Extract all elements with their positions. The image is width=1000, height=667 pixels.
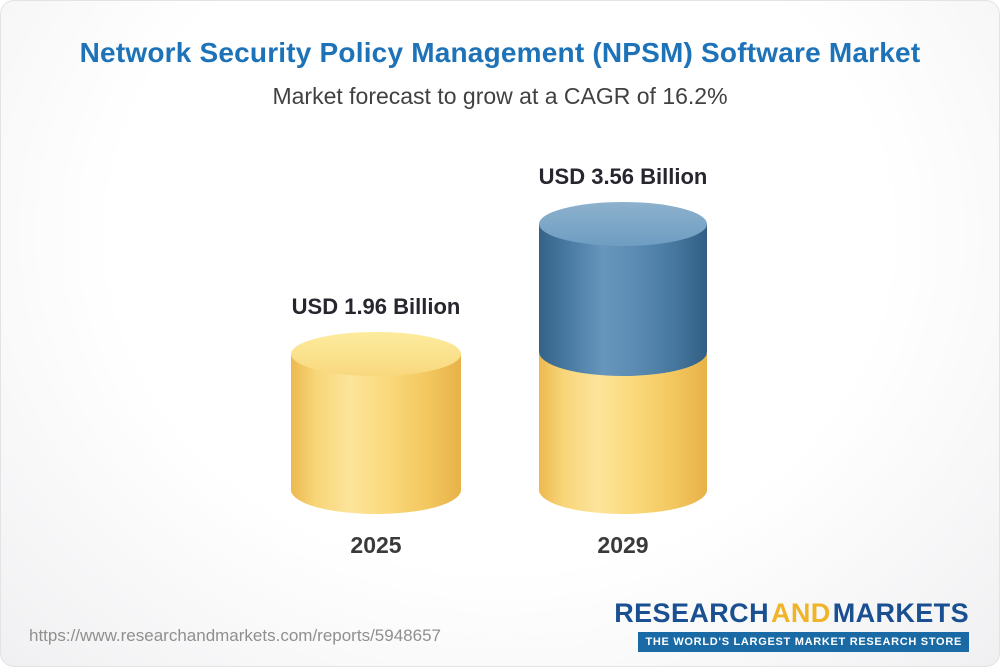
bar-2029-segment-bottom xyxy=(539,354,707,514)
bar-2029 xyxy=(539,202,707,514)
bar-2025-top-face xyxy=(291,332,461,376)
value-label-2025: USD 1.96 Billion xyxy=(291,294,461,319)
research-and-markets-logo: RESEARCHANDMARKETS THE WORLD'S LARGEST M… xyxy=(614,598,969,652)
chart-header: Network Security Policy Management (NPSM… xyxy=(1,1,999,110)
logo-word-and: AND xyxy=(770,598,831,628)
logo-wordmark: RESEARCHANDMARKETS xyxy=(614,598,969,629)
chart-title: Network Security Policy Management (NPSM… xyxy=(79,37,921,68)
axis-label-2029: 2029 xyxy=(597,532,649,558)
bar-2025 xyxy=(291,332,461,514)
logo-tagline: THE WORLD'S LARGEST MARKET RESEARCH STOR… xyxy=(638,632,969,652)
axis-label-2025: 2025 xyxy=(350,532,402,558)
chart-subtitle: Market forecast to grow at a CAGR of 16.… xyxy=(272,83,728,109)
bar-2025-body xyxy=(291,354,461,514)
source-url: https://www.researchandmarkets.com/repor… xyxy=(29,626,441,645)
logo-word-research: RESEARCH xyxy=(614,598,769,628)
bar-2029-segment-top xyxy=(539,224,707,376)
value-label-2029: USD 3.56 Billion xyxy=(538,164,708,189)
bar-2029-top-face xyxy=(539,202,707,246)
logo-word-markets: MARKETS xyxy=(832,598,969,628)
